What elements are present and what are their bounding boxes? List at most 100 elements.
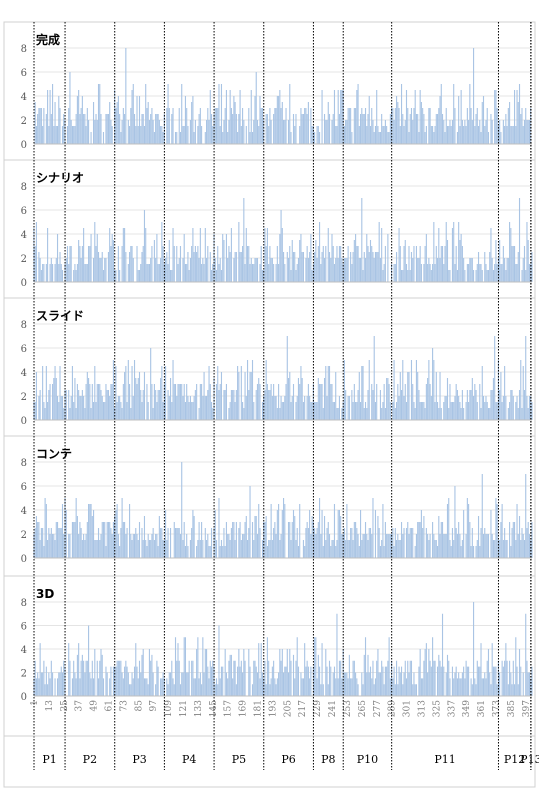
bar [95, 246, 97, 282]
bar [362, 114, 364, 144]
bar [281, 228, 283, 282]
bar [378, 222, 380, 282]
bar [424, 649, 426, 696]
bar [81, 540, 83, 558]
bar [428, 108, 430, 144]
bar [494, 336, 496, 420]
bar [387, 378, 389, 420]
bar [64, 390, 66, 420]
bar [75, 408, 77, 420]
bar [466, 666, 468, 696]
bar [419, 246, 421, 282]
bar [270, 384, 272, 420]
bar [83, 534, 85, 558]
bar [265, 684, 267, 696]
bar [50, 528, 52, 558]
bar [441, 114, 444, 144]
bar [436, 546, 439, 558]
bar [110, 528, 112, 558]
bar [415, 534, 417, 558]
bar [465, 660, 467, 696]
bar [157, 264, 159, 282]
bar [398, 666, 400, 696]
bar [199, 384, 201, 420]
bar [69, 534, 71, 558]
bar [166, 540, 168, 558]
bar [47, 684, 49, 696]
bar [284, 666, 286, 696]
bar [65, 390, 67, 420]
bar [230, 228, 232, 282]
bar [438, 108, 440, 144]
bar [74, 126, 76, 144]
bar [242, 402, 244, 420]
bar [210, 528, 213, 558]
bar [435, 246, 437, 282]
bar [210, 114, 213, 144]
bar [294, 516, 296, 558]
bar [440, 408, 442, 420]
bar [105, 384, 107, 420]
bar [287, 120, 290, 144]
bar [117, 534, 119, 558]
bar [214, 108, 216, 144]
bar [55, 126, 57, 144]
bar [307, 258, 309, 282]
bar [515, 402, 517, 420]
bar [261, 672, 264, 696]
bar [394, 408, 396, 420]
bar [480, 643, 482, 696]
x-tick-label: 13 [45, 700, 55, 712]
bar [283, 252, 285, 282]
bar [525, 336, 527, 420]
bar [56, 678, 59, 696]
bar [92, 258, 95, 282]
bar [341, 534, 343, 558]
bar [359, 258, 362, 282]
bar [505, 396, 507, 420]
bar [518, 84, 521, 144]
bar [215, 384, 218, 420]
bar [445, 108, 447, 144]
bar [368, 252, 370, 282]
bar [388, 637, 390, 696]
x-tick-label: 349 [462, 700, 472, 717]
bar [220, 372, 223, 420]
bar [419, 90, 421, 144]
bar [245, 126, 247, 144]
bar [302, 678, 304, 696]
bar [255, 390, 257, 420]
bar [186, 534, 188, 558]
bar [458, 96, 460, 144]
bar [394, 264, 396, 282]
bar [328, 534, 331, 558]
bar [382, 402, 384, 420]
bar [161, 366, 163, 420]
bar [56, 396, 59, 420]
bar [350, 108, 352, 144]
bar [310, 108, 312, 144]
x-tick-label: 301 [403, 700, 413, 717]
bar [251, 132, 254, 144]
bar [471, 378, 473, 420]
bar [212, 408, 214, 420]
bar [158, 264, 160, 282]
bar [337, 258, 339, 282]
bar [443, 666, 445, 696]
bar [48, 528, 50, 558]
bar [481, 678, 483, 696]
bar [499, 672, 501, 696]
bar [97, 84, 100, 144]
bar [383, 684, 385, 696]
bar [183, 384, 185, 420]
bar [330, 666, 332, 696]
bar [516, 90, 518, 144]
bar [528, 534, 531, 558]
bar [197, 637, 199, 696]
bar [481, 474, 483, 558]
bar [245, 396, 247, 420]
bar [355, 672, 357, 696]
bar [304, 643, 306, 696]
bar [377, 252, 379, 282]
bar [521, 270, 523, 282]
